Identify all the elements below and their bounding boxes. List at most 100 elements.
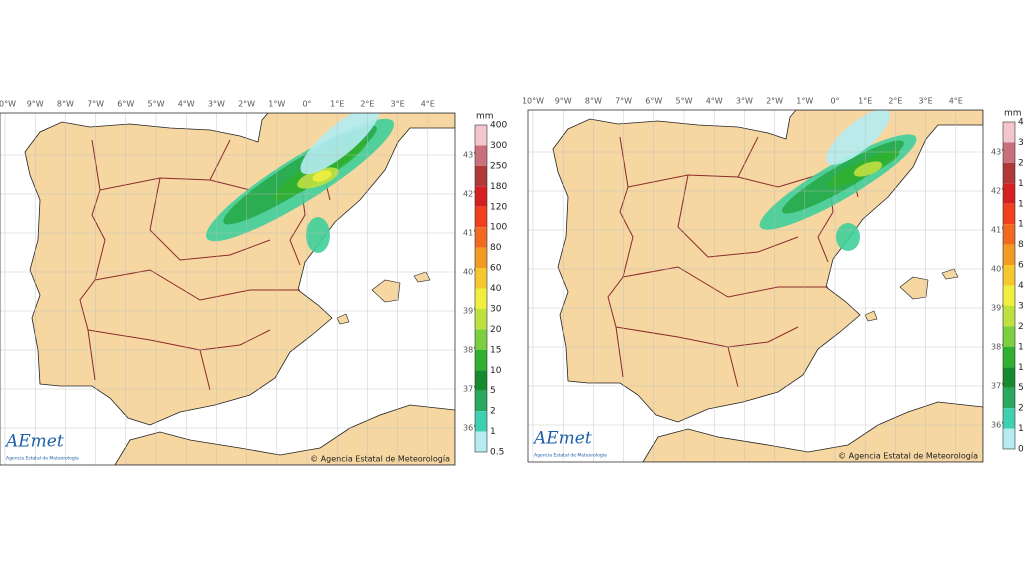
lat-label: 42°N bbox=[991, 187, 1011, 196]
lon-label: 1°E bbox=[330, 100, 344, 109]
precipitation bbox=[306, 217, 330, 253]
lat-label: 38°N bbox=[991, 343, 1011, 352]
border bbox=[209, 139, 231, 181]
colorbar-label: 10 bbox=[1018, 363, 1024, 373]
lat-label: 36°N bbox=[463, 424, 483, 433]
lon-label: 7°W bbox=[87, 100, 104, 109]
colorbar-label: 300 bbox=[490, 141, 507, 151]
credit: © Agencia Estatal de Meteorología bbox=[838, 452, 978, 461]
colorbar-label: 5 bbox=[1018, 383, 1024, 393]
colorbar-frame bbox=[474, 124, 488, 453]
colorbar-label: 1 bbox=[490, 427, 496, 437]
lon-label: 7°W bbox=[615, 97, 632, 106]
colorbar-label: 60 bbox=[1018, 261, 1024, 271]
lon-label: 9°W bbox=[555, 97, 572, 106]
colorbar-label: 250 bbox=[1018, 158, 1024, 168]
precipitation bbox=[836, 223, 860, 251]
lat-label: 37°N bbox=[991, 382, 1011, 391]
colorbar-label: 80 bbox=[1018, 240, 1024, 250]
border bbox=[737, 136, 759, 178]
colorbar-swatch bbox=[1003, 122, 1015, 143]
colorbar-label: 250 bbox=[490, 161, 507, 171]
border bbox=[677, 174, 799, 258]
lon-label: 9°W bbox=[27, 100, 44, 109]
island bbox=[864, 310, 878, 322]
logo-subtitle: Agencia Estatal de Meteorología bbox=[6, 455, 79, 462]
map-panel: 10°W 9°W 8°W 7°W 6°W 5°W 4°W 3°W 2°W 1°W 0° 1°E 2°E 3… bbox=[522, 97, 1024, 463]
land bbox=[114, 404, 455, 465]
colorbar-swatch bbox=[1003, 305, 1015, 327]
lon-label: 2°E bbox=[360, 100, 374, 109]
colorbar-label: 30 bbox=[490, 304, 502, 314]
logo: AEmet bbox=[532, 429, 592, 449]
colorbar-swatch bbox=[475, 288, 487, 309]
colorbar-swatch bbox=[475, 329, 487, 350]
lat-label: 36°N bbox=[991, 421, 1011, 430]
colorbar-swatch bbox=[475, 125, 487, 146]
lon-label: 6°W bbox=[645, 97, 662, 106]
lon-label: 3°W bbox=[208, 100, 225, 109]
lon-label: 2°W bbox=[238, 100, 255, 109]
colorbar-label: 180 bbox=[490, 182, 507, 192]
lat-label: 43°N bbox=[463, 151, 483, 160]
colorbar-label: 0.5 bbox=[490, 448, 504, 458]
map-panel: 10°W 9°W 8°W 7°W 6°W 5°W 4°W 3°W 2°W 1°W 0° 1°E 2°E 3… bbox=[0, 100, 507, 466]
border bbox=[149, 177, 271, 261]
colorbar-swatch bbox=[1003, 203, 1015, 225]
lon-label: 8°W bbox=[585, 97, 602, 106]
colorbar-label: 2 bbox=[1018, 404, 1024, 414]
island bbox=[371, 279, 401, 303]
colorbar-swatch bbox=[475, 411, 487, 432]
lon-label: 1°W bbox=[796, 97, 813, 106]
lon-label: 2°W bbox=[766, 97, 783, 106]
border bbox=[94, 269, 300, 301]
colorbar-label: 40 bbox=[490, 284, 502, 294]
lat-label: 38°N bbox=[463, 346, 483, 355]
colorbar-label: 40 bbox=[1018, 281, 1024, 291]
lon-label: 5°W bbox=[676, 97, 693, 106]
colorbar-label: 15 bbox=[1018, 342, 1024, 352]
lat-label: 37°N bbox=[463, 385, 483, 394]
lat-label: 41°N bbox=[991, 226, 1011, 235]
colorbar-swatch bbox=[1003, 408, 1015, 429]
lat-label: 40°N bbox=[991, 265, 1011, 274]
island bbox=[413, 271, 431, 283]
colorbar-label: 400 bbox=[490, 121, 507, 131]
colorbar-swatch bbox=[1003, 285, 1015, 306]
colorbar-swatch bbox=[475, 349, 487, 371]
lat-label: 39°N bbox=[991, 304, 1011, 313]
colorbar-swatch bbox=[475, 206, 487, 228]
border bbox=[727, 346, 739, 388]
lon-label: 3°W bbox=[736, 97, 753, 106]
colorbar-swatch bbox=[1003, 326, 1015, 347]
colorbar-swatch bbox=[1003, 428, 1015, 449]
colorbar-swatch bbox=[475, 227, 487, 248]
lon-label: 0° bbox=[830, 97, 839, 106]
colorbar-label: 180 bbox=[1018, 179, 1024, 189]
colorbar-swatch bbox=[475, 247, 487, 269]
lon-label: 5°W bbox=[148, 100, 165, 109]
precipitation bbox=[300, 113, 380, 175]
colorbar-frame bbox=[1002, 121, 1016, 450]
colorbar-swatch bbox=[475, 390, 487, 412]
lon-label: 10°W bbox=[0, 100, 16, 109]
colorbar-swatch bbox=[475, 268, 487, 289]
lon-label: 3°E bbox=[391, 100, 405, 109]
lon-label: 1°E bbox=[858, 97, 872, 106]
lon-label: 3°E bbox=[919, 97, 933, 106]
colorbar-label: 30 bbox=[1018, 301, 1024, 311]
colorbar-swatch bbox=[1003, 224, 1015, 245]
colorbar-swatch bbox=[1003, 162, 1015, 184]
lon-label: 0° bbox=[302, 100, 311, 109]
map bbox=[0, 113, 455, 465]
border bbox=[622, 266, 828, 298]
map-frame bbox=[0, 112, 456, 466]
colorbar-label: 2 bbox=[490, 407, 496, 417]
credit: © Agencia Estatal de Meteorología bbox=[310, 455, 450, 464]
lat-label: 41°N bbox=[463, 229, 483, 238]
colorbar-label: 100 bbox=[1018, 220, 1024, 230]
colorbar-label: 0.5 bbox=[1018, 445, 1024, 455]
colorbar-label: 15 bbox=[490, 345, 501, 355]
